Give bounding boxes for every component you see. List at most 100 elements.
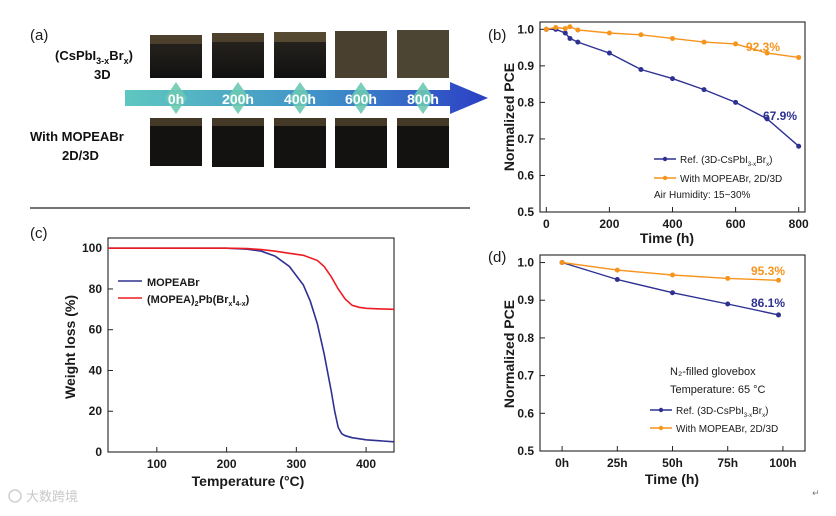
data-point xyxy=(796,54,802,60)
data-point xyxy=(733,99,739,105)
end-label-blue: 86.1% xyxy=(751,296,785,310)
x-tick-label: 0h xyxy=(555,456,569,470)
axis-ticks: 0 200 400 600 800 0.5 0.6 0.7 0.8 0.9 1.0 xyxy=(517,22,809,231)
data-point xyxy=(776,312,781,318)
legend-label-mopeabr: With MOPEABr, 2D/3D xyxy=(680,174,782,185)
y-tick-label: 0 xyxy=(95,445,102,459)
y-tick-label: 0.9 xyxy=(517,59,534,73)
panel-c-label: (c) xyxy=(30,225,48,242)
film-photo-degraded xyxy=(397,30,449,78)
legend-label-mopeabr: MOPEABr xyxy=(147,277,200,289)
data-point xyxy=(796,143,802,149)
y-tick-label: 0.7 xyxy=(517,132,534,146)
series-line xyxy=(561,261,779,316)
film-photo xyxy=(335,31,387,78)
data-point xyxy=(606,30,612,36)
film-photo-edge xyxy=(274,32,326,42)
data-point xyxy=(776,277,781,283)
legend-label-2d: (MOPEA)2Pb(BrxI4-x) xyxy=(147,294,250,308)
plot-frame xyxy=(107,237,395,453)
row-label-3d-line2: 3D xyxy=(94,67,111,82)
x-tick-label: 75h xyxy=(717,456,738,470)
legend-label-ref: Ref. (3D-CsPbI3-xBrx) xyxy=(676,406,768,419)
film-photo-edge xyxy=(274,118,326,126)
timeline-labels: 0h 200h 400h 600h 800h xyxy=(168,91,439,107)
legend: MOPEABr (MOPEA)2Pb(BrxI4-x) xyxy=(118,277,250,308)
y-tick-label: 40 xyxy=(89,363,103,377)
y-tick-label: 0.8 xyxy=(517,95,534,109)
data-point xyxy=(733,41,739,47)
film-photo xyxy=(397,118,449,168)
y-tick-label: 100 xyxy=(82,241,102,255)
data-point xyxy=(764,116,770,122)
end-label-blue: 67.9% xyxy=(763,109,797,123)
y-tick-label: 0.7 xyxy=(517,369,534,383)
y-tick-label: 0.8 xyxy=(517,331,534,345)
x-tick-label: 300 xyxy=(286,457,306,471)
y-tick-label: 0.6 xyxy=(517,168,534,182)
series-line xyxy=(108,247,395,311)
film-photo xyxy=(397,30,449,78)
x-tick-label: 400 xyxy=(662,217,682,231)
data-series xyxy=(543,24,802,149)
film-photo-edge xyxy=(335,118,387,126)
x-tick-label: 0 xyxy=(543,217,550,231)
data-point xyxy=(614,267,620,273)
x-tick-label: 400 xyxy=(356,457,376,471)
axis-ticks: 0h 25h 50h 75h 100h 0.5 0.6 0.7 0.8 0.9 1.0 xyxy=(517,256,796,470)
watermark-logo-icon xyxy=(8,489,22,503)
data-series xyxy=(108,247,395,443)
y-tick-label: 0.5 xyxy=(517,205,534,219)
x-tick-label: 800 xyxy=(789,217,809,231)
timeline-label: 0h xyxy=(168,91,184,107)
y-tick-label: 60 xyxy=(89,323,103,337)
legend-label-mopeabr: With MOPEABr, 2D/3D xyxy=(676,424,778,435)
data-point xyxy=(559,260,565,266)
timeline-marker xyxy=(165,82,187,114)
annotation-glovebox: N₂-filled glovebox xyxy=(670,366,756,378)
data-point xyxy=(701,39,707,45)
data-point xyxy=(606,50,612,56)
legend-marker-ref xyxy=(658,407,664,413)
data-point xyxy=(567,35,573,41)
data-point xyxy=(575,39,581,45)
panel-b: (b) 0 200 400 600 800 0.5 0.6 0.7 0.8 0.9 1.0 Time… xyxy=(488,21,809,246)
data-point xyxy=(670,76,675,82)
x-tick-label: 600 xyxy=(726,217,746,231)
x-axis-title: Time (h) xyxy=(640,230,694,246)
y-tick-label: 0.9 xyxy=(517,293,534,307)
x-tick-label: 50h xyxy=(662,456,683,470)
y-tick-label: 1.0 xyxy=(517,256,534,270)
plot-frame xyxy=(539,254,806,452)
y-axis-title: Normalized PCE xyxy=(501,63,517,171)
legend: Ref. (3D-CsPbI3-xBrx) With MOPEABr, 2D/3… xyxy=(650,406,778,435)
end-label-orange: 92.3% xyxy=(746,40,780,54)
y-axis-title: Normalized PCE xyxy=(501,300,517,408)
film-photo-edge xyxy=(212,118,264,126)
data-point xyxy=(567,24,573,30)
timeline-marker xyxy=(350,82,372,114)
film-photo xyxy=(335,118,387,168)
panel-b-label: (b) xyxy=(488,27,506,44)
data-point xyxy=(725,301,731,307)
x-tick-label: 100h xyxy=(769,456,796,470)
data-point xyxy=(638,67,644,72)
corner-mark: ↵ xyxy=(812,488,820,498)
timeline-marker xyxy=(289,82,311,114)
y-tick-label: 1.0 xyxy=(517,22,534,36)
data-point xyxy=(725,275,731,281)
film-photo-edge xyxy=(212,33,264,42)
data-point xyxy=(670,290,675,296)
timeline-label: 400h xyxy=(284,91,316,107)
data-series xyxy=(559,260,781,318)
data-point xyxy=(670,35,675,41)
x-axis-title: Temperature (°C) xyxy=(192,473,305,489)
x-tick-label: 100 xyxy=(147,457,167,471)
timeline-marker xyxy=(412,82,434,114)
data-point xyxy=(562,26,568,32)
annotation-temperature: Temperature: 65 °C xyxy=(670,384,766,396)
data-point xyxy=(543,26,549,32)
legend-marker-mopeabr xyxy=(662,175,668,181)
end-label-orange: 95.3% xyxy=(751,264,785,278)
